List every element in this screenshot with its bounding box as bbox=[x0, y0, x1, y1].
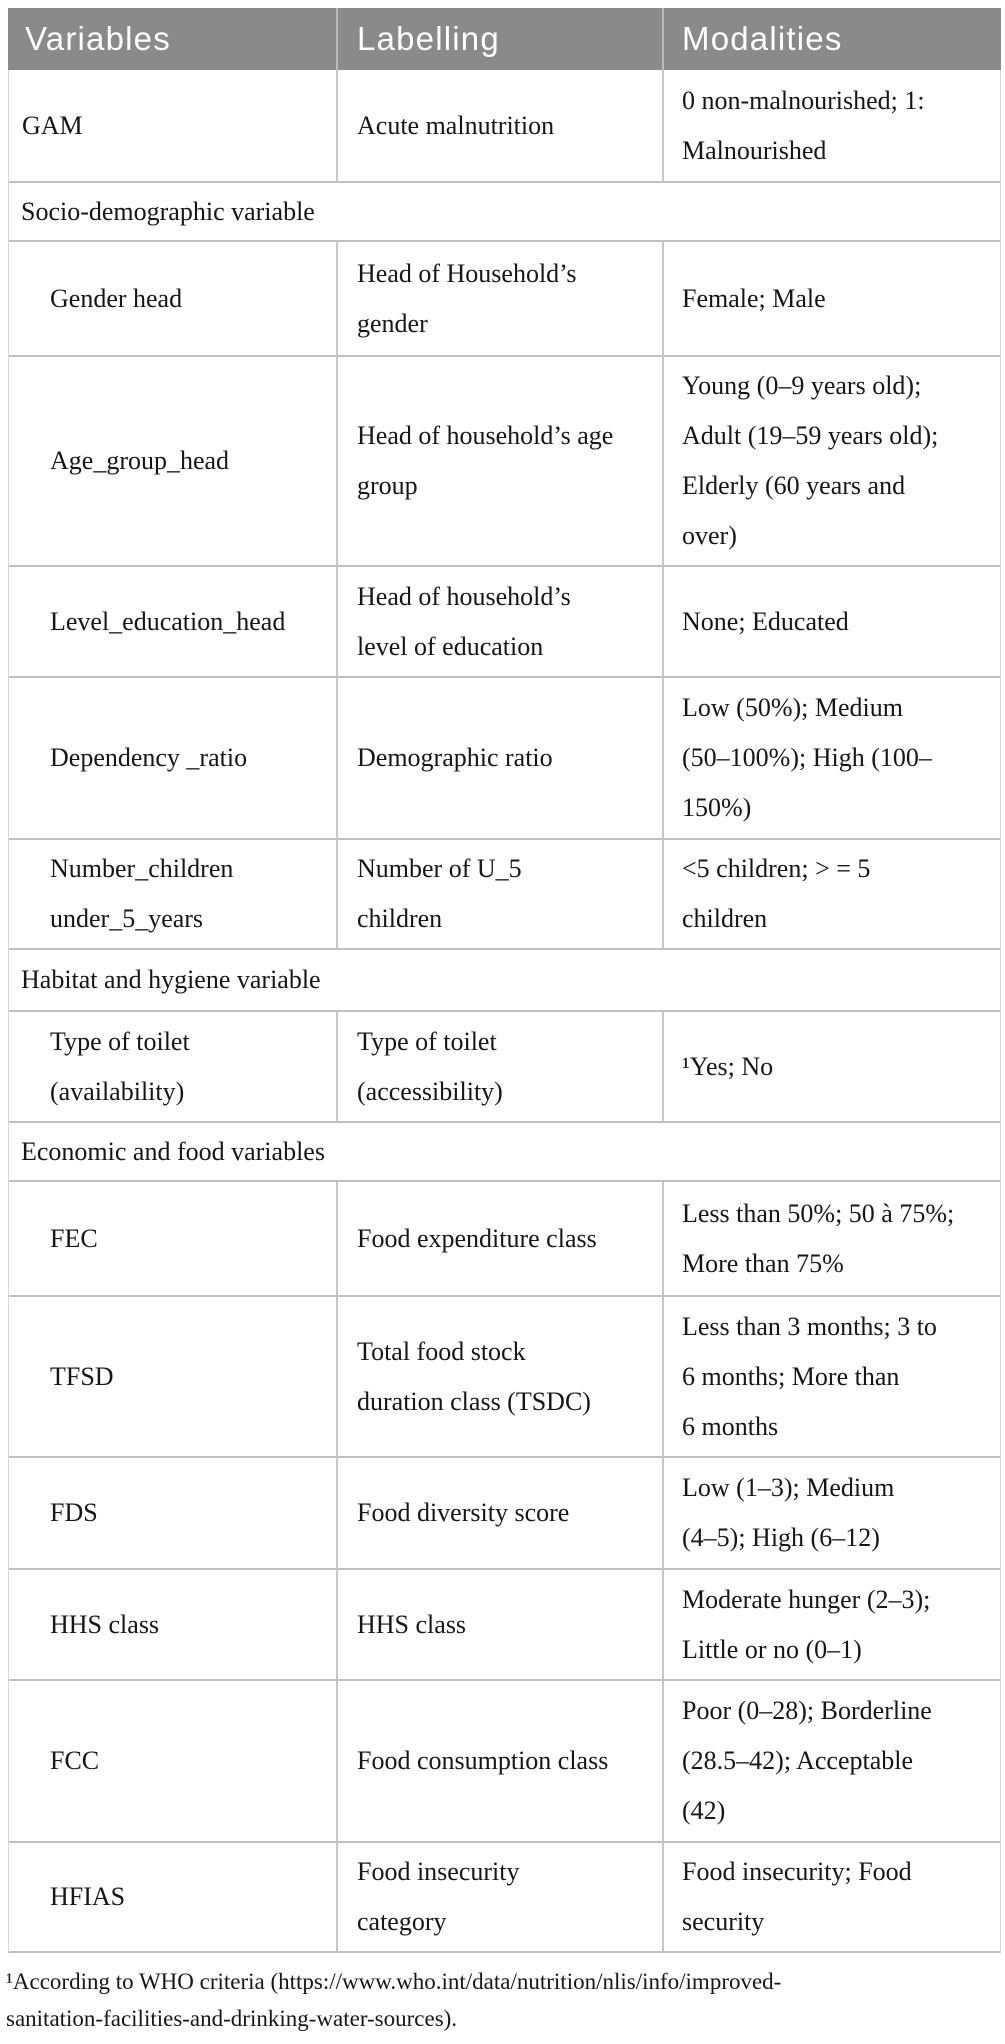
header-variables: Variables bbox=[25, 20, 171, 57]
variables-table: Variables Labelling Modalities GAM Acute … bbox=[8, 8, 1001, 1953]
table-row: FEC Food expenditure class Less than 50%; … bbox=[8, 1182, 1001, 1297]
labelling-cell: Head of household’s level of education bbox=[336, 567, 662, 676]
modalities-cell: Young (0–9 years old); Adult (19–59 year… bbox=[662, 357, 1001, 565]
labelling-cell: Acute malnutrition bbox=[336, 70, 662, 181]
table-row: HFIAS Food insecurity category Food insecu… bbox=[8, 1843, 1001, 1953]
table-header-row: Variables Labelling Modalities bbox=[8, 8, 1001, 70]
variable-cell: TFSD bbox=[50, 1361, 114, 1391]
modalities-cell: Food insecurity; Food security bbox=[662, 1843, 1001, 1951]
modalities-cell: None; Educated bbox=[662, 567, 1001, 676]
section-row: Habitat and hygiene variable bbox=[8, 950, 1001, 1012]
variable-cell: Type of toilet (availability) bbox=[50, 1026, 190, 1106]
variable-cell: Dependency _ratio bbox=[50, 743, 248, 772]
labelling-cell: Total food stock duration class (TSDC) bbox=[336, 1297, 662, 1456]
section-row: Socio-demographic variable bbox=[8, 183, 1001, 242]
header-labelling: Labelling bbox=[336, 8, 662, 70]
table-footnote: ¹According to WHO criteria (https://www.… bbox=[6, 1969, 782, 2031]
labelling-cell: Demographic ratio bbox=[336, 678, 662, 838]
variable-cell: HFIAS bbox=[50, 1882, 126, 1911]
modalities-cell: Female; Male bbox=[662, 242, 1001, 355]
labelling-cell: HHS class bbox=[336, 1570, 662, 1679]
modalities-cell: 0 non-malnourished; 1: Malnourished bbox=[662, 70, 1001, 181]
modalities-cell: Moderate hunger (2–3); Little or no (0–1… bbox=[662, 1570, 1001, 1679]
modalities-cell: Low (50%); Medium (50–100%); High (100– … bbox=[662, 678, 1001, 838]
labelling-cell: Type of toilet (accessibility) bbox=[336, 1012, 662, 1121]
variable-cell: HHS class bbox=[50, 1609, 160, 1639]
variable-cell: Age_group_head bbox=[50, 446, 230, 475]
labelling-cell: Food insecurity category bbox=[336, 1843, 662, 1951]
table-row: TFSD Total food stock duration class (TSD… bbox=[8, 1297, 1001, 1458]
variable-cell: Level_education_head bbox=[50, 606, 286, 636]
table-row: Gender head Head of Household’s gender Fem… bbox=[8, 242, 1001, 357]
labelling-cell: Food diversity score bbox=[336, 1458, 662, 1568]
labelling-cell: Food expenditure class bbox=[336, 1182, 662, 1295]
variable-cell: FDS bbox=[50, 1498, 98, 1527]
table-row: Level_education_head Head of household’s … bbox=[8, 567, 1001, 678]
modalities-cell: Poor (0–28); Borderline (28.5–42); Accep… bbox=[662, 1681, 1001, 1841]
table-row: HHS class HHS class Moderate hunger (2–3);… bbox=[8, 1570, 1001, 1681]
variable-cell: Gender head bbox=[50, 283, 183, 313]
variable-cell: FEC bbox=[50, 1223, 98, 1253]
table-row: Number_children under_5_years Number of U… bbox=[8, 840, 1001, 950]
labelling-cell: Number of U_5 children bbox=[336, 840, 662, 948]
section-row: Economic and food variables bbox=[8, 1123, 1001, 1182]
variable-cell: FCC bbox=[50, 1746, 100, 1775]
variable-cell: GAM bbox=[22, 110, 83, 140]
modalities-cell: Less than 3 months; 3 to 6 months; More … bbox=[662, 1297, 1001, 1456]
labelling-cell: Head of household’s age group bbox=[336, 357, 662, 565]
table-row: FDS Food diversity score Low (1–3); Medium… bbox=[8, 1458, 1001, 1570]
table-row: Type of toilet (availability) Type of toi… bbox=[8, 1012, 1001, 1123]
modalities-cell: Less than 50%; 50 à 75%; More than 75% bbox=[662, 1182, 1001, 1295]
table-row: Age_group_head Head of household’s age gr… bbox=[8, 357, 1001, 567]
table-row: Dependency _ratio Demographic ratio Low (5… bbox=[8, 678, 1001, 840]
labelling-cell: Head of Household’s gender bbox=[336, 242, 662, 355]
labelling-cell: Food consumption class bbox=[336, 1681, 662, 1841]
table-body: GAM Acute malnutrition 0 non-malnourished;… bbox=[8, 70, 1001, 1953]
header-modalities: Modalities bbox=[662, 8, 1001, 70]
modalities-cell: Low (1–3); Medium (4–5); High (6–12) bbox=[662, 1458, 1001, 1568]
variable-cell: Number_children under_5_years bbox=[50, 854, 234, 933]
table-row: GAM Acute malnutrition 0 non-malnourished;… bbox=[8, 70, 1001, 183]
modalities-cell: ¹Yes; No bbox=[662, 1012, 1001, 1121]
table-row: FCC Food consumption class Poor (0–28); Bo… bbox=[8, 1681, 1001, 1843]
modalities-cell: <5 children; > = 5 children bbox=[662, 840, 1001, 948]
